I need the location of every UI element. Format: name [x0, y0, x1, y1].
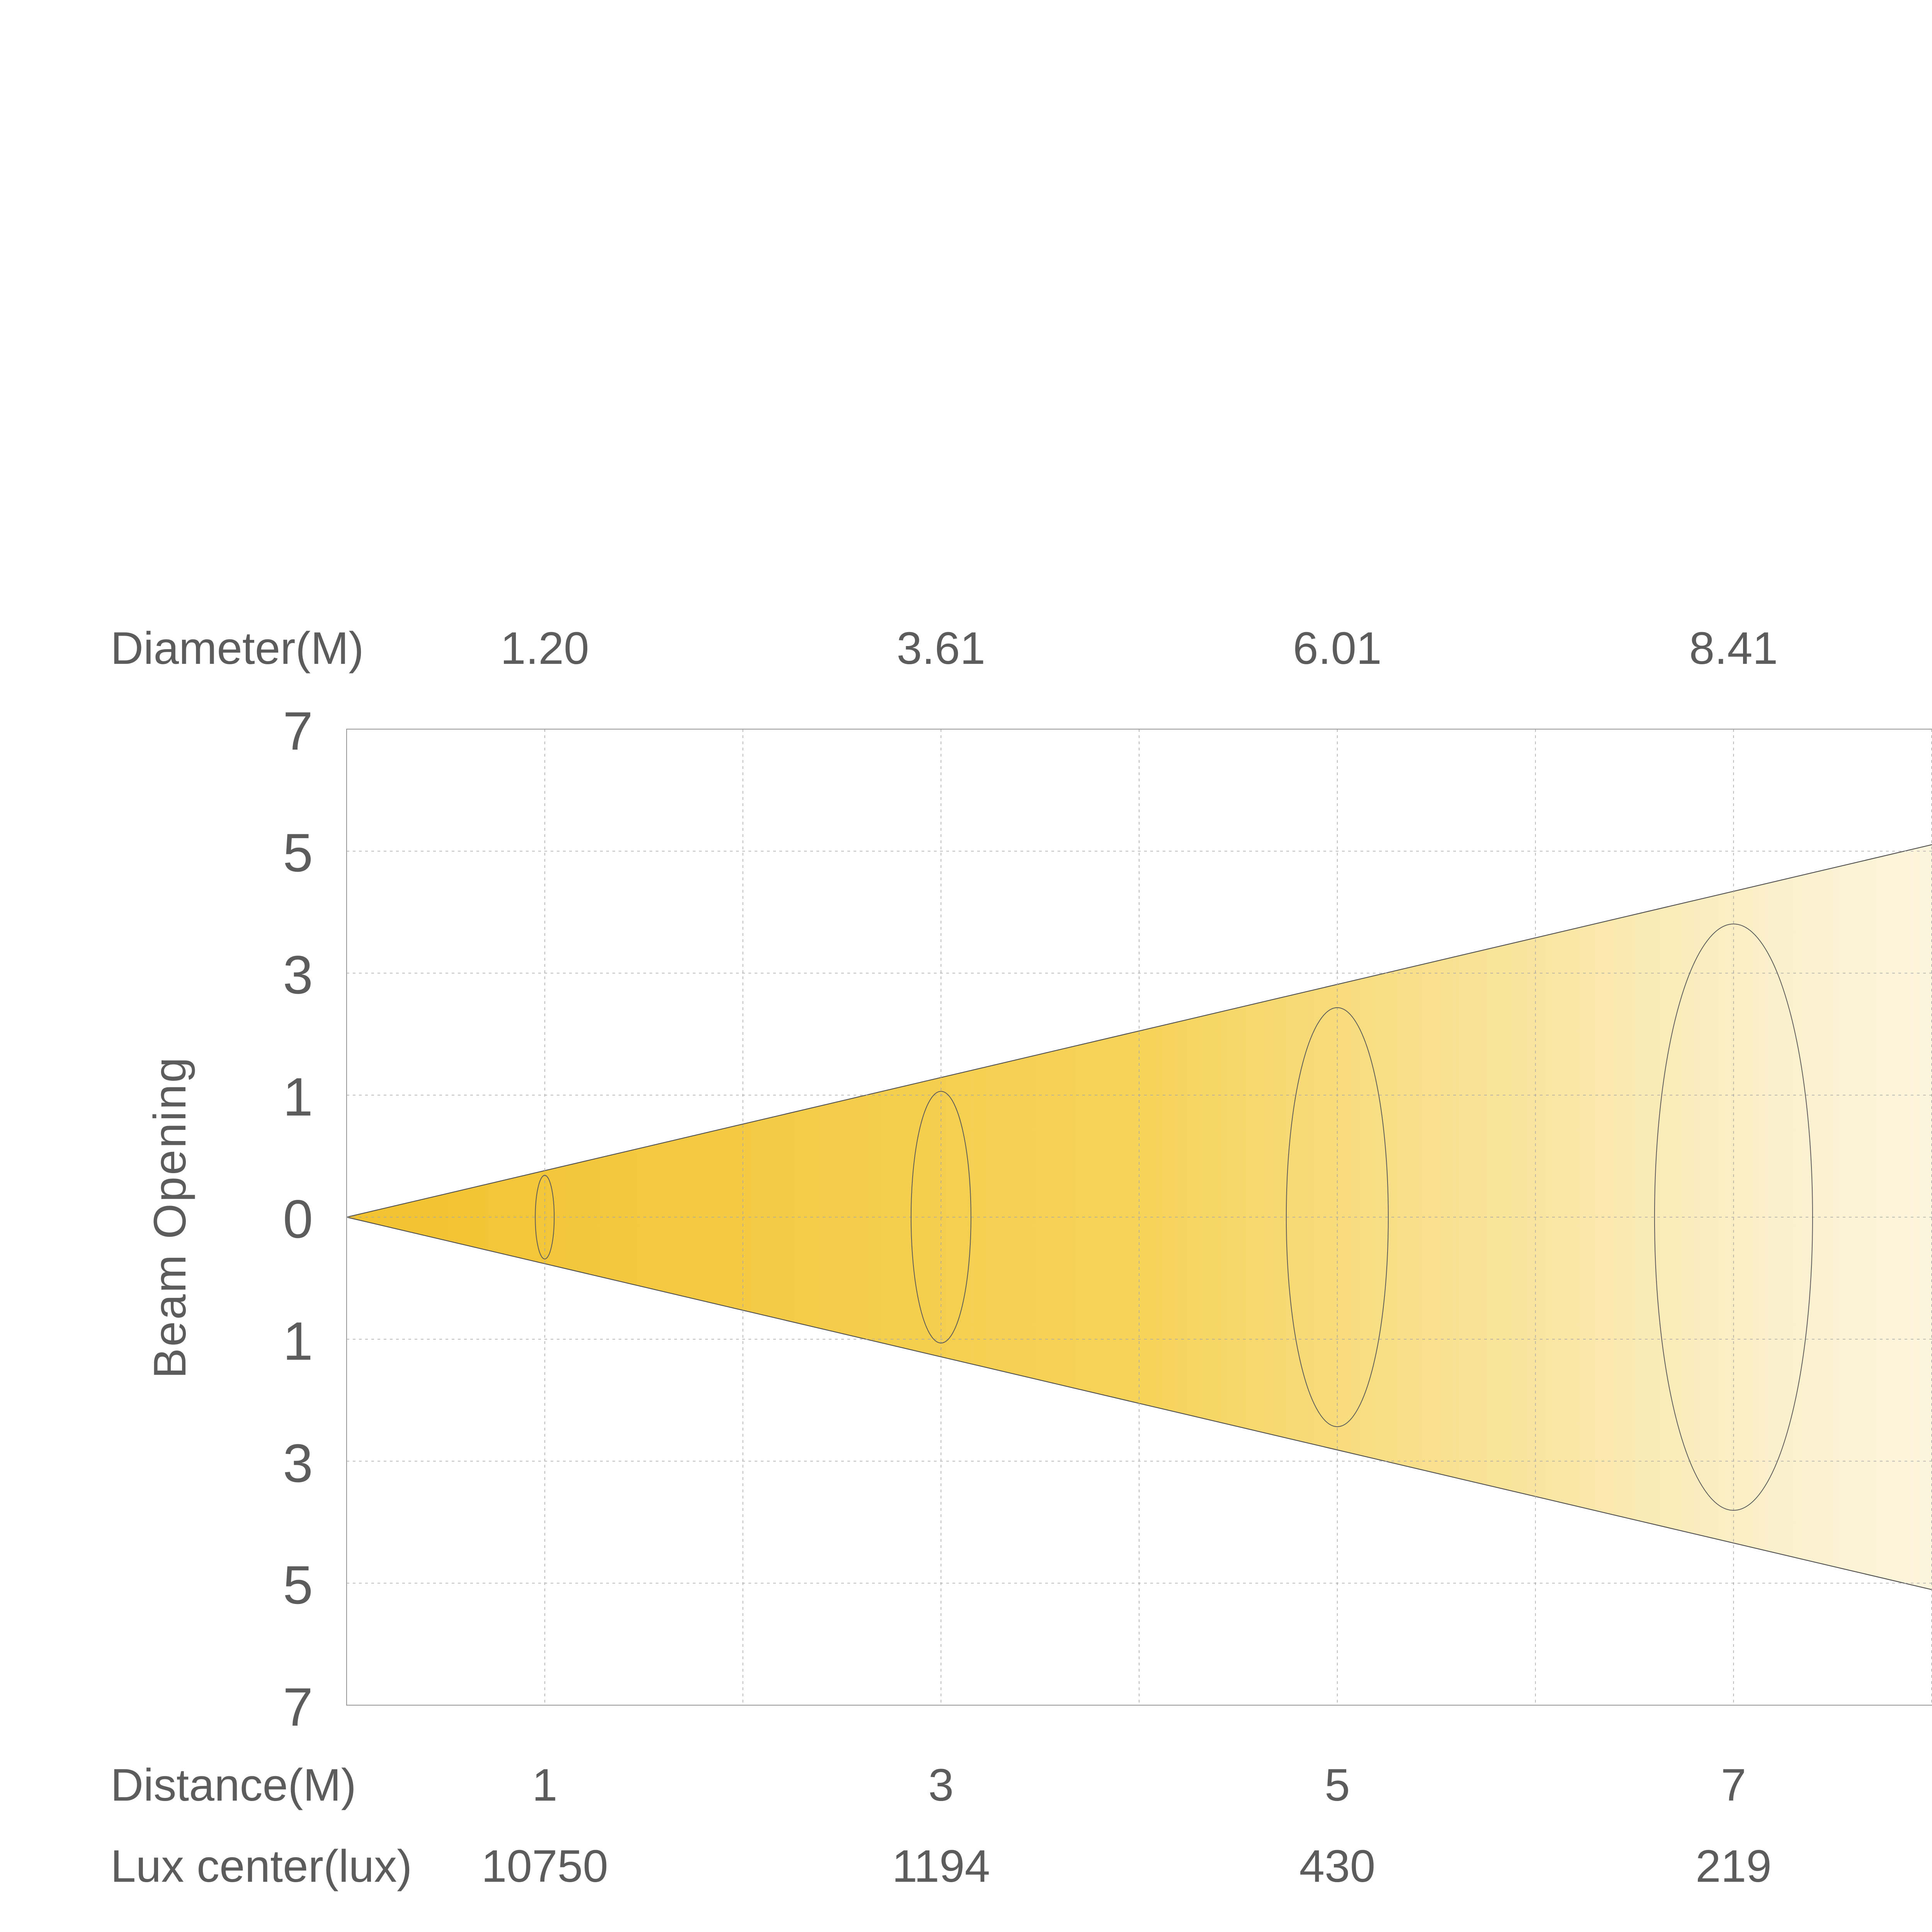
svg-text:Beam Opening: Beam Opening	[145, 1056, 196, 1378]
svg-text:3: 3	[283, 944, 313, 1005]
svg-text:1: 1	[532, 1760, 558, 1811]
svg-text:219: 219	[1696, 1841, 1772, 1892]
svg-text:7: 7	[1721, 1760, 1747, 1811]
svg-text:3: 3	[929, 1760, 954, 1811]
svg-text:430: 430	[1299, 1841, 1375, 1892]
svg-text:5: 5	[1325, 1760, 1350, 1811]
svg-text:1194: 1194	[892, 1841, 990, 1892]
svg-text:3.61: 3.61	[896, 623, 985, 674]
svg-text:Distance(M): Distance(M)	[111, 1760, 356, 1811]
svg-text:0: 0	[283, 1189, 313, 1249]
svg-text:5: 5	[283, 1554, 313, 1615]
svg-text:3: 3	[283, 1433, 313, 1493]
svg-text:1: 1	[283, 1311, 313, 1371]
svg-text:7: 7	[283, 701, 313, 761]
svg-text:8.41: 8.41	[1689, 623, 1778, 674]
svg-text:Lux center(lux): Lux center(lux)	[111, 1841, 412, 1892]
svg-text:6.01: 6.01	[1293, 623, 1382, 674]
svg-text:1.20: 1.20	[500, 623, 589, 674]
svg-text:5: 5	[283, 822, 313, 883]
svg-text:7: 7	[283, 1677, 313, 1737]
svg-text:Diameter(M): Diameter(M)	[111, 623, 364, 674]
svg-text:1: 1	[283, 1066, 313, 1127]
svg-text:10750: 10750	[481, 1841, 608, 1892]
